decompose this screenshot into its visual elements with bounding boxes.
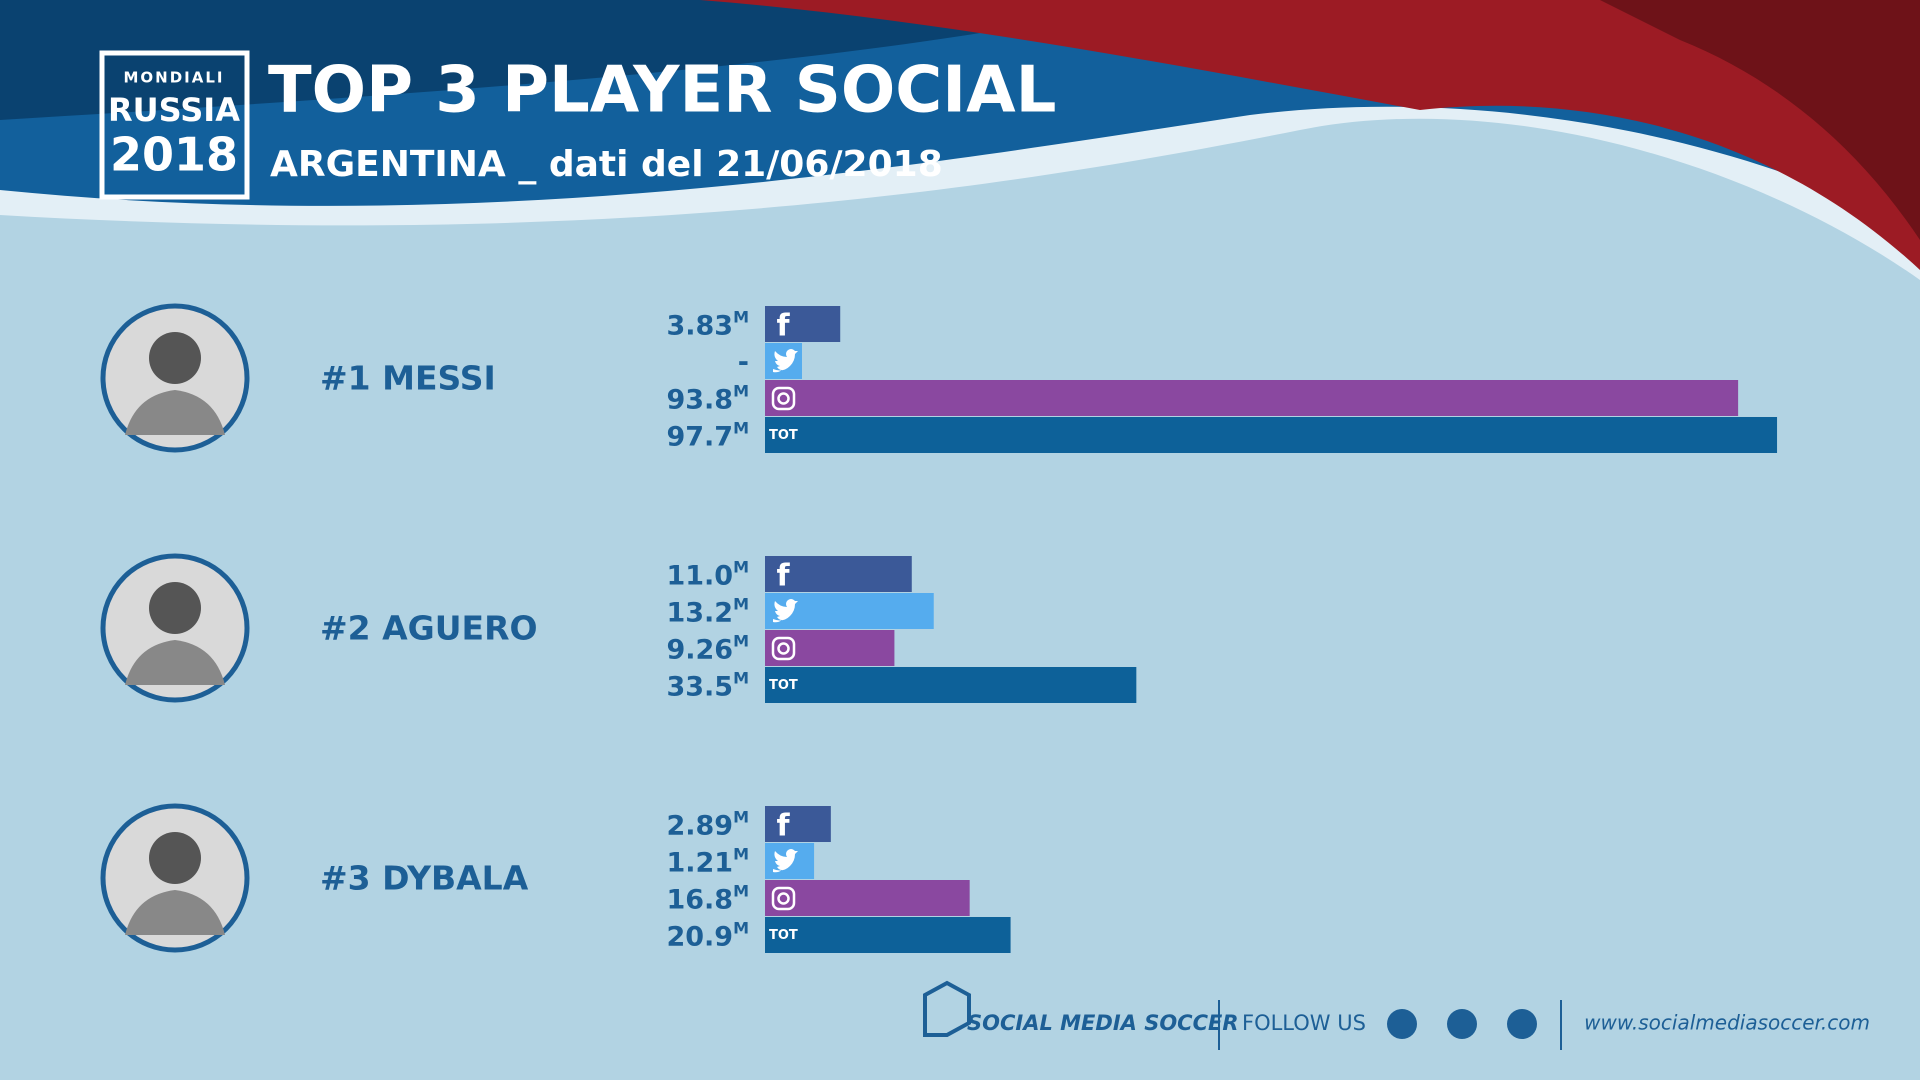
twitter-icon: [773, 849, 798, 873]
red-dark: [1600, 0, 1920, 240]
logo-box: [99, 50, 250, 200]
logo-text: MONDIALI: [123, 69, 224, 87]
bar: [765, 917, 1011, 953]
twitter-icon[interactable]: [1447, 1009, 1477, 1039]
instagram-icon: [777, 892, 790, 905]
player-body: [125, 890, 225, 935]
charts: #1 MESSI f 3.83M -93.8M TOT 97.7M #2 AGUERO f 11…: [100, 303, 1778, 953]
value-label: 3.83M: [666, 307, 749, 341]
player-head: [149, 332, 201, 384]
value-label: 1.21M: [666, 844, 749, 878]
follow: FOLLOW US: [1242, 1011, 1366, 1035]
url[interactable]: www.socialmediasoccer.com: [1584, 1011, 1870, 1035]
player-head: [149, 832, 201, 884]
value-label: 11.0M: [666, 557, 749, 591]
facebook-icon[interactable]: [1387, 1009, 1417, 1039]
player-body: [125, 640, 225, 685]
player-name: #2 AGUERO: [320, 609, 538, 648]
bar: [765, 806, 831, 842]
value-label: 33.5M: [666, 668, 749, 702]
category-label: TOT: [769, 928, 798, 943]
bar: [765, 380, 1739, 416]
red-wave: [700, 0, 1920, 270]
instagram-icon: [777, 642, 790, 655]
bar: [765, 556, 912, 592]
value-label: 20.9M: [666, 918, 749, 952]
brand: SOCIAL MEDIA SOCCER: [967, 1011, 1239, 1035]
bar: [765, 306, 841, 342]
instagram-icon: [771, 636, 796, 661]
value-label: 13.2M: [666, 594, 749, 628]
twitter-icon: [773, 349, 798, 373]
logo-text: RUSSIA: [108, 91, 240, 129]
player-body: [125, 390, 225, 435]
bar: [765, 630, 895, 666]
player-head: [149, 582, 201, 634]
value-label: 97.7M: [666, 418, 749, 452]
bar: [765, 880, 970, 916]
title: TOP 3 PLAYER SOCIAL: [268, 54, 1056, 128]
category-label: TOT: [769, 428, 798, 443]
logo-text: 2018: [110, 128, 238, 182]
dark-wave: [0, 0, 1150, 120]
value-label: -: [738, 347, 749, 378]
value-label: 93.8M: [666, 381, 749, 415]
linkedin-icon[interactable]: [1507, 1009, 1537, 1039]
instagram-icon: [777, 392, 790, 405]
bar: [765, 417, 1778, 453]
instagram-icon: [771, 386, 796, 411]
facebook-icon: f: [776, 559, 790, 594]
facebook-icon: f: [776, 309, 790, 344]
value-label: 2.89M: [666, 807, 749, 841]
bar: [765, 667, 1137, 703]
footer: SOCIAL MEDIA SOCCER FOLLOW US www.social…: [923, 980, 1870, 1050]
instagram-icon: [771, 886, 796, 911]
value-label: 9.26M: [666, 631, 749, 665]
subtitle: ARGENTINA _ dati del 21/06/2018: [270, 144, 943, 185]
brand-icon: [923, 980, 971, 1037]
twitter-icon: [773, 599, 798, 623]
player-name: #3 DYBALA: [320, 859, 529, 898]
player-name: #1 MESSI: [320, 359, 496, 398]
value-label: 16.8M: [666, 881, 749, 915]
category-label: TOT: [769, 678, 798, 693]
player-chart: #1 MESSI f 3.83M -93.8M TOT 97.7M: [100, 303, 1778, 453]
facebook-icon: f: [776, 809, 790, 844]
